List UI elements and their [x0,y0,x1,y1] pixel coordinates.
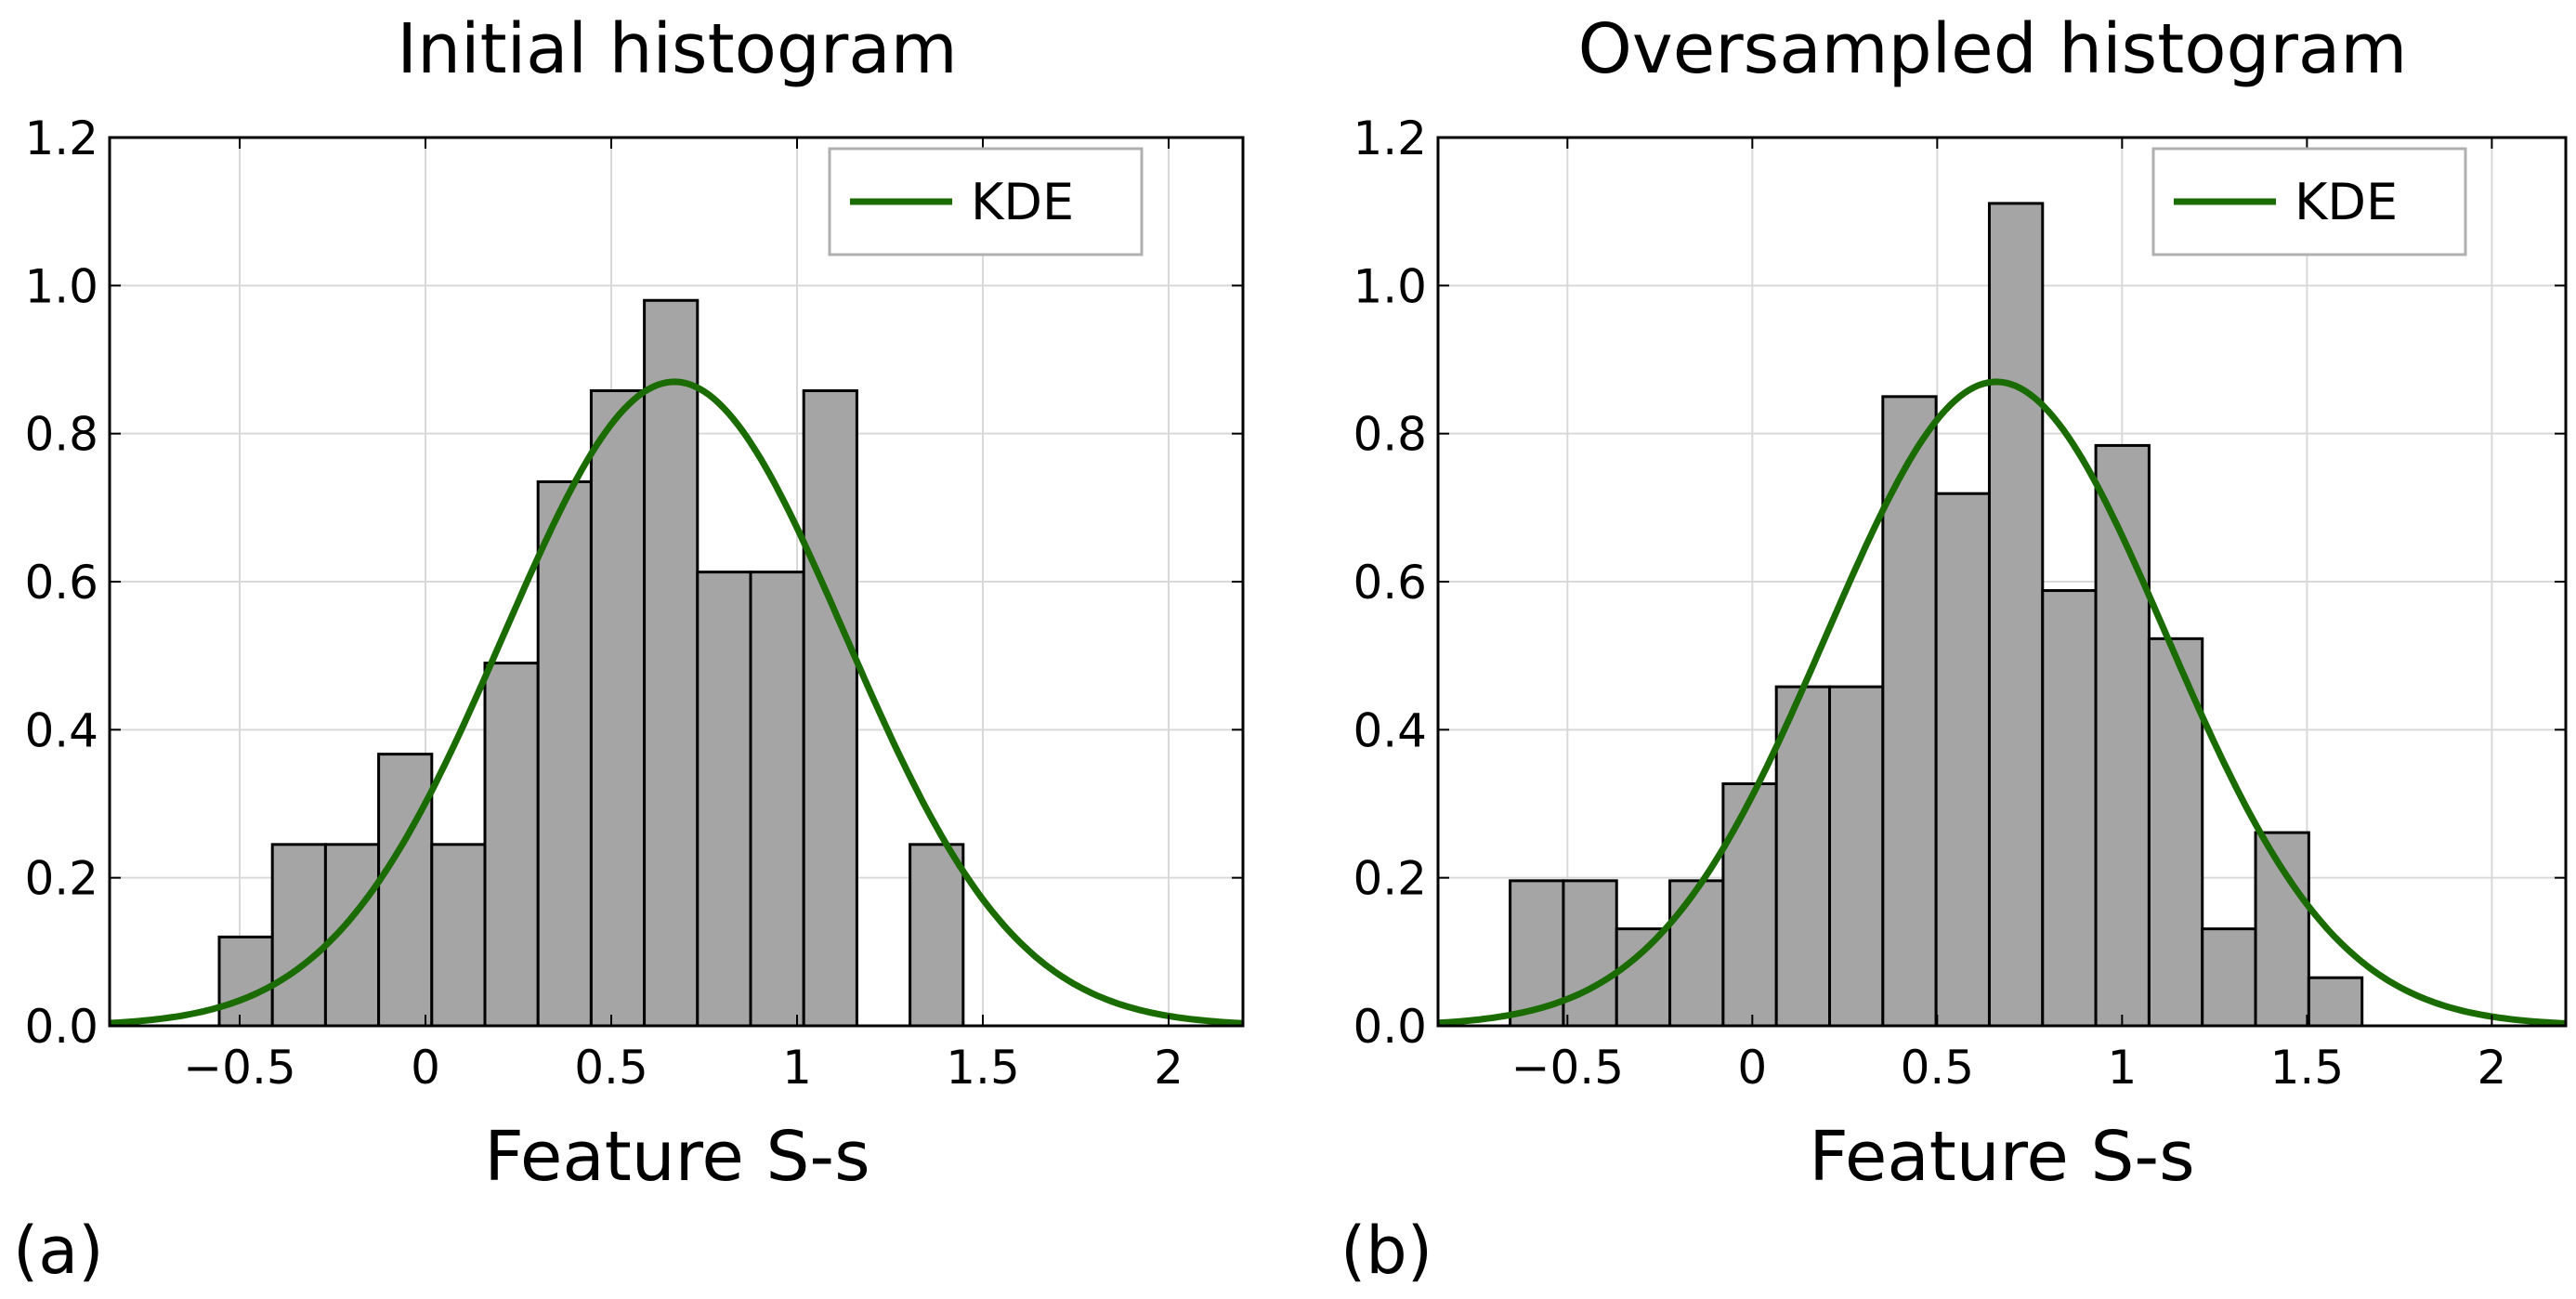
kde-curve [1437,378,2567,1027]
y-tick-label: 1.2 [24,112,98,165]
panel-label: (b) [1340,1213,1432,1289]
y-tick-label: 0.8 [24,408,98,462]
legend-kde-label: KDE [2295,173,2398,231]
histogram-bar [749,571,805,1028]
histogram-bar [2041,589,2098,1028]
legend: KDE [2151,147,2467,256]
y-tick-label: 0.4 [24,703,98,757]
histogram-bar [377,753,434,1028]
histogram-bar [1562,879,1618,1028]
y-tick-label: 0.6 [24,556,98,610]
histogram-bar [1668,879,1725,1028]
histogram-bar [802,388,858,1028]
histogram-bar [217,935,274,1028]
x-tick-label: 0.5 [574,1041,648,1095]
x-tick-label: 0 [1737,1041,1767,1095]
histogram-bar [643,298,700,1028]
y-tick-label: 1.2 [1353,112,1427,165]
y-tick-label: 1.0 [1353,259,1427,313]
histogram-bar [696,571,752,1028]
panel-label: (a) [13,1213,104,1289]
histogram-bar [536,479,593,1028]
x-tick-label: 1.5 [946,1041,1020,1095]
histogram-bar [1721,781,1778,1028]
y-tick-label: 0.0 [1353,1000,1427,1054]
x-axis-label: Feature S-s [1809,1117,2194,1197]
x-tick-label: 2 [1154,1041,1183,1095]
panel-b: Oversampled histogram −0.5 0 0.5 1 1.5 2 0.0 0.… [1340,9,2568,1289]
y-tick-label: 0.8 [1353,408,1427,462]
x-tick-label: 0 [411,1041,440,1095]
histogram-bar [1615,927,1672,1028]
histogram-bar [2201,927,2257,1028]
histogram-bar [1828,685,1885,1028]
histogram-bar [483,662,540,1028]
chart-title: Initial histogram [397,9,957,89]
histogram-bar [1774,685,1832,1028]
histogram-bar [909,843,965,1028]
histogram-bar [2254,831,2310,1028]
histogram-bar [270,843,327,1028]
y-tick-label: 0.4 [1353,703,1427,757]
x-tick-label: 2 [2477,1041,2506,1095]
x-tick-label: 1 [2107,1041,2137,1095]
histogram-bar [1987,202,2045,1028]
x-tick-label: 1 [782,1041,812,1095]
y-tick-label: 0.0 [24,1000,98,1054]
histogram-bar [1934,492,1991,1028]
y-tick-label: 1.0 [24,259,98,313]
histogram-bar [589,388,647,1028]
x-axis-label: Feature S-s [484,1117,870,1197]
legend-kde-label: KDE [971,173,1074,231]
x-tick-label: 0.5 [1901,1041,1975,1095]
chart-title: Oversampled histogram [1578,9,2408,89]
kde-curve [109,378,1244,1027]
y-tick-label: 0.2 [1353,852,1427,906]
y-tick-label: 0.2 [24,852,98,906]
histogram-bar [430,843,487,1028]
x-tick-label: −0.5 [183,1041,295,1095]
legend: KDE [828,147,1144,256]
panel-a: Initial histogram −0.5 0 0.5 1 1.5 2 0.0 0.2 0.4… [13,9,1245,1289]
x-tick-label: 1.5 [2270,1041,2345,1095]
x-tick-label: −0.5 [1511,1041,1624,1095]
histogram-bar [2307,976,2364,1028]
y-tick-label: 0.6 [1353,556,1427,610]
